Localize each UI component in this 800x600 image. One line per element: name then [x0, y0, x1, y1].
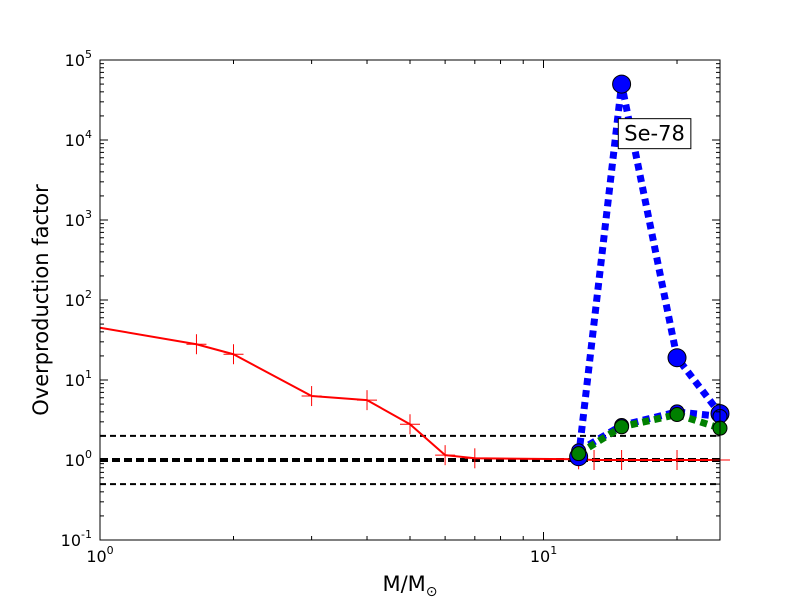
- y-tick-label-2: 101: [65, 368, 92, 390]
- series-line-2: [576, 408, 720, 454]
- y-tick-label-6: 105: [65, 48, 92, 70]
- axis-ticks: [99, 59, 720, 541]
- markers-layer: [186, 74, 730, 470]
- series-3-point-2: [669, 407, 685, 423]
- x-tick-label-1: 101: [530, 544, 557, 566]
- series-0-point-5: [400, 414, 420, 435]
- series-0-point-10: [611, 450, 632, 470]
- series-0-point-1: [186, 334, 207, 355]
- series-0-point-2: [223, 344, 244, 365]
- series-line-1: [575, 80, 720, 458]
- series-0-point-6: [435, 445, 456, 466]
- series-line-0: [100, 326, 720, 461]
- series-1-point-1: [612, 74, 632, 94]
- annotation-label: Se-78: [624, 122, 685, 146]
- series-0-point-3: [301, 386, 322, 407]
- y-tick-label-0: 10-1: [61, 528, 92, 550]
- series-3-point-0: [571, 446, 587, 462]
- y-tick-label-4: 103: [65, 208, 92, 230]
- series-3-point-1: [614, 419, 630, 435]
- y-axis-title: Overproduction factor: [29, 184, 53, 416]
- y-tick-label-1: 100: [65, 448, 92, 470]
- x-tick-label-0: 100: [86, 544, 113, 566]
- annotation-box: Se-78: [617, 118, 692, 150]
- series-line-3: [576, 411, 720, 457]
- series-0-point-7: [464, 448, 485, 469]
- series-0-point-11: [667, 450, 688, 470]
- annotation-frame: [617, 118, 692, 150]
- series-0-point-4: [357, 390, 378, 411]
- series-1-point-2: [667, 348, 687, 368]
- x-axis-title: M/M⊙: [382, 572, 437, 600]
- y-tick-label-5: 104: [65, 128, 92, 150]
- y-tick-label-3: 102: [65, 288, 92, 310]
